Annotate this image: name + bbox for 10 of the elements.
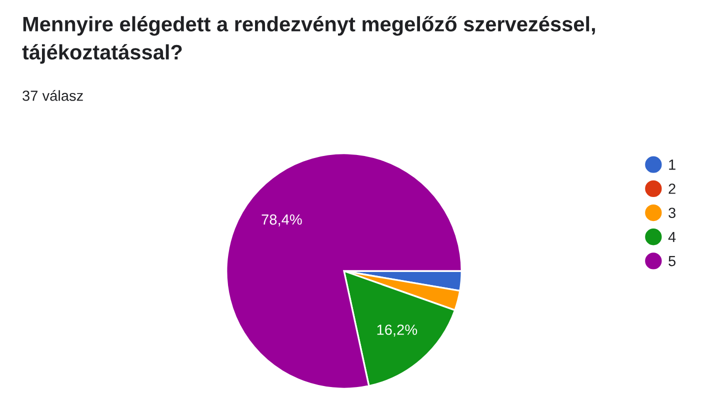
legend-label: 2 [668, 184, 676, 194]
data-label: 78,4% [262, 214, 302, 226]
legend-label: 4 [668, 232, 676, 242]
text: 37 válasz [22, 90, 83, 101]
chart-title: Mennyire elégedett a rendezvényt megelőző szervezéssel, tájékoztatással? [22, 16, 595, 64]
data-label: 16,2% [377, 324, 418, 337]
legend-label: 5 [668, 256, 676, 266]
legend-label: 3 [668, 208, 676, 218]
legend-label: 1 [669, 160, 676, 170]
pie-slice [226, 152, 462, 390]
